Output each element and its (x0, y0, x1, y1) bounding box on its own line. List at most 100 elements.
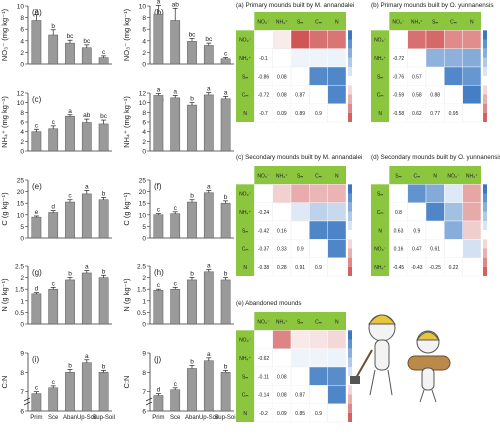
bar (81, 193, 92, 239)
row-label: Sₘ (377, 74, 383, 80)
color-scale-segment (348, 385, 352, 395)
bar-chart-b: 0 2 4 6 8 10 (b) NO₃⁻ (mg kg⁻¹) a ab bc bc c (122, 0, 234, 69)
color-scale-segment (348, 239, 352, 249)
header-column (371, 184, 390, 276)
y-tick-label: 8 (142, 370, 146, 377)
row-label: NO₃⁻ (374, 38, 387, 44)
column-label: Cₘ (315, 19, 322, 25)
y-tick-label: 15 (17, 201, 25, 208)
y-tick-label: 9 (142, 351, 146, 358)
row-label: NO₃⁻ (239, 38, 252, 44)
color-cell (327, 366, 347, 386)
row-label: Sₘ (377, 192, 383, 198)
y-tick-label: 1 (20, 298, 24, 305)
correlation-value: 0.9 (413, 228, 420, 234)
correlation-value: -0.62 (258, 356, 270, 362)
y-axis-label: NO₃⁻ (mg kg⁻¹) (0, 8, 9, 61)
panel-label: (j) (154, 355, 161, 364)
significance-letter: d (51, 204, 55, 211)
correlation-value: 0.8 (395, 210, 402, 216)
y-tick-label: 4 (142, 129, 146, 136)
y-tick-label: 6 (20, 120, 24, 127)
column-label: N (470, 19, 474, 25)
bar (203, 192, 214, 239)
termite-cartoon (350, 314, 451, 403)
color-cell (309, 184, 328, 203)
x-tick-label: Prim (152, 415, 164, 421)
diagonal-cell (309, 239, 328, 258)
color-cell (290, 330, 310, 349)
y-tick-label: 0 (142, 236, 146, 243)
bar (65, 201, 75, 239)
significance-letter: bc (100, 113, 108, 120)
y-tick-label: 2 (20, 139, 24, 146)
color-scale-segment (483, 67, 487, 77)
y-tick-label: 8 (142, 110, 146, 117)
color-scale-segment (483, 76, 487, 86)
row-label: Cₘ (242, 393, 249, 399)
bar (187, 104, 197, 152)
y-axis-label: C (g kg⁻¹) (0, 192, 9, 226)
y-tick-label: 9 (20, 351, 24, 358)
correlation-value: 0.9 (315, 111, 322, 117)
color-scale-segment (483, 202, 487, 212)
color-cell (327, 202, 347, 222)
y-tick-label: 4 (142, 38, 146, 45)
heatmap-d: (d) Secondary mounds built by O. yunnane… (371, 154, 500, 277)
bar (31, 131, 42, 152)
color-cell (327, 330, 347, 349)
row-label: NH₄⁺ (374, 56, 386, 62)
significance-letter: a (207, 351, 211, 358)
significance-letter: a (157, 86, 161, 93)
color-cell (327, 48, 347, 68)
color-scale-segment (348, 184, 352, 194)
correlation-value: 0.08 (277, 374, 287, 380)
bar (98, 277, 109, 325)
bar (65, 279, 75, 325)
column-label: N (335, 173, 339, 179)
bar (153, 214, 164, 239)
color-scale-segment (483, 248, 487, 258)
diagonal-cell (407, 48, 427, 68)
significance-letter: c (174, 280, 178, 287)
y-tick-label: 0 (142, 149, 146, 156)
column-label: Sₘ (395, 173, 401, 179)
significance-letter: a (85, 353, 89, 360)
color-scale-segment (483, 257, 487, 267)
row-label: NO₃⁻ (239, 338, 252, 344)
color-scale-segment (483, 57, 487, 67)
color-scale-segment (483, 103, 487, 113)
bar-chart-f: 0 5 10 15 20 25 (f) C (g kg⁻¹) c c b a b (122, 178, 234, 243)
color-scale-segment (483, 94, 487, 104)
color-scale-segment (483, 221, 487, 231)
panel-label: (f) (154, 182, 162, 191)
y-tick-label: 6 (142, 120, 146, 127)
significance-letter: b (68, 271, 72, 278)
y-tick-label: 6 (20, 27, 24, 34)
panel-label: (a) (32, 8, 42, 17)
color-scale-segment (483, 266, 487, 276)
color-scale-segment (348, 230, 352, 240)
significance-letter: c (35, 385, 39, 392)
y-tick-label: 0 (20, 62, 24, 69)
y-tick-label: 20 (139, 189, 147, 196)
color-scale-segment (348, 57, 352, 67)
y-tick-label: 0 (142, 62, 146, 69)
diagonal-cell (272, 202, 292, 222)
correlation-value: -0.72 (258, 93, 270, 99)
y-tick-label: 2 (142, 50, 146, 57)
panel-label: (g) (32, 268, 42, 277)
bar (48, 212, 59, 239)
y-tick-label: 2.5 (15, 264, 24, 271)
x-tick-label: Sce (170, 415, 181, 421)
color-cell (327, 184, 347, 203)
correlation-value: -0.24 (258, 210, 270, 216)
correlation-value: 0.16 (394, 247, 404, 253)
correlation-value: -0.43 (411, 265, 423, 271)
diagonal-cell (272, 348, 292, 368)
color-scale-segment (348, 30, 352, 40)
y-axis-label: NH₄⁺ (mg kg⁻¹) (0, 96, 9, 148)
correlation-value: 0.9 (315, 265, 322, 271)
color-cell (272, 330, 292, 349)
significance-letter: b (190, 359, 194, 366)
